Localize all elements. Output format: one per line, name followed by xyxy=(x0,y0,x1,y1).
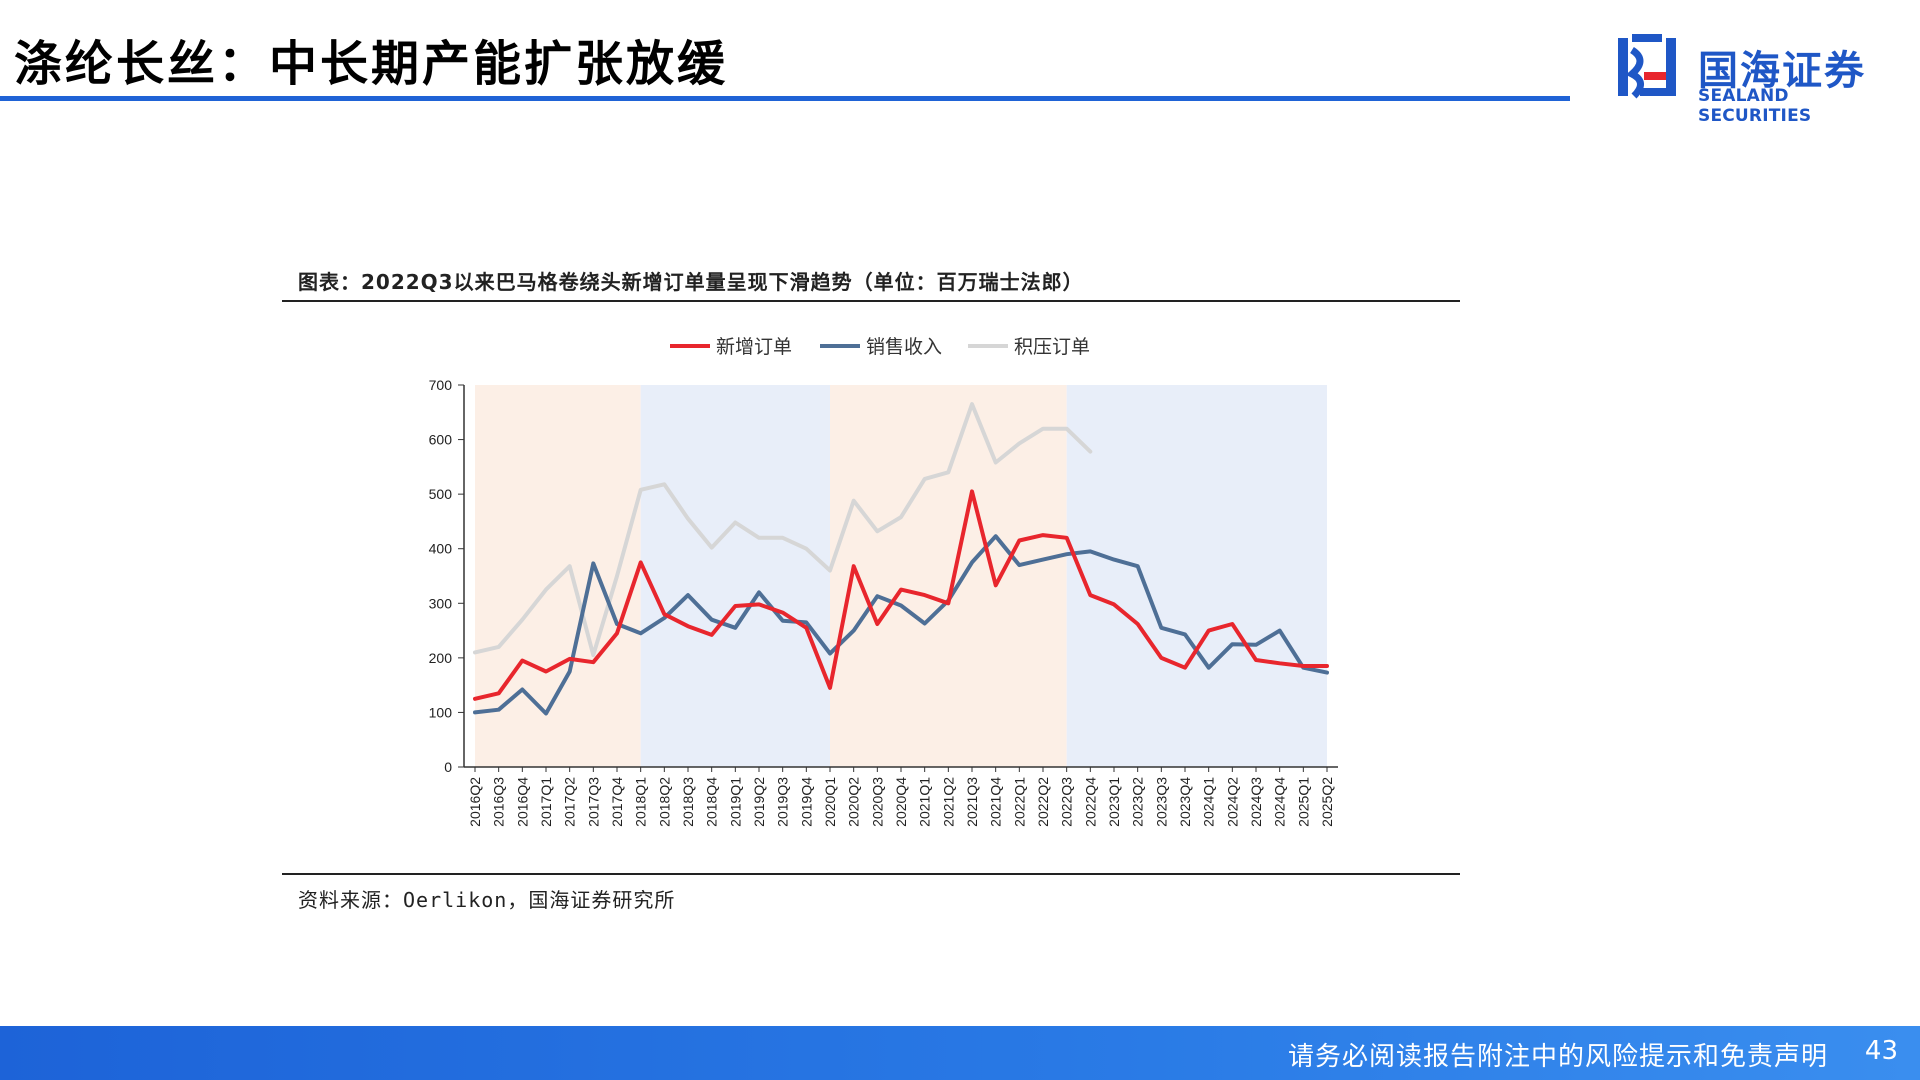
x-tick-label: 2017Q4 xyxy=(609,777,625,827)
x-tick-label: 2022Q4 xyxy=(1082,777,1098,827)
x-tick-label: 2017Q2 xyxy=(562,777,578,827)
x-tick-label: 2020Q4 xyxy=(893,777,909,827)
legend-label: 新增订单 xyxy=(716,336,792,358)
logo-name-en: SEALAND SECURITIES xyxy=(1698,86,1812,126)
x-tick-label: 2024Q4 xyxy=(1272,777,1288,827)
company-logo: 国海证券 SEALAND SECURITIES xyxy=(1612,34,1882,126)
x-tick-label: 2023Q1 xyxy=(1106,777,1122,827)
page-title: 涤纶长丝：中长期产能扩张放缓 xyxy=(14,36,729,92)
series-line-0 xyxy=(473,489,1329,701)
x-tick-label: 2021Q2 xyxy=(940,777,956,827)
x-tick-label: 2024Q2 xyxy=(1224,777,1240,827)
tick-labels: 0 100 200 300 400 500 600 700 2016Q2 2016Q3 2016Q4… xyxy=(429,377,1335,827)
series-lines xyxy=(473,402,1329,716)
x-tick-label: 2017Q1 xyxy=(538,777,554,827)
x-tick-label: 2020Q3 xyxy=(869,777,885,827)
y-tick-label: 200 xyxy=(429,650,453,666)
x-tick-label: 2025Q1 xyxy=(1295,777,1311,827)
x-tick-label: 2019Q4 xyxy=(798,777,814,827)
x-tick-label: 2018Q1 xyxy=(633,777,649,827)
x-tick-label: 2019Q3 xyxy=(775,777,791,827)
page-number: 43 xyxy=(1864,1036,1898,1066)
x-tick-label: 2022Q1 xyxy=(1011,777,1027,827)
x-tick-label: 2021Q1 xyxy=(917,777,933,827)
x-tick-label: 2024Q1 xyxy=(1201,777,1217,827)
y-tick-label: 400 xyxy=(429,541,453,557)
x-tick-label: 2025Q2 xyxy=(1319,777,1335,827)
sealand-logo-icon xyxy=(1618,34,1676,99)
x-tick-label: 2016Q3 xyxy=(491,777,507,827)
x-tick-label: 2023Q4 xyxy=(1177,777,1193,827)
figure-caption: 图表：2022Q3以来巴马格卷绕头新增订单量呈现下滑趋势（单位：百万瑞士法郎） xyxy=(298,270,1084,294)
x-tick-label: 2017Q3 xyxy=(585,777,601,827)
chart-legend: 新增订单 销售收入 积压订单 xyxy=(670,336,1090,358)
x-tick-label: 2024Q3 xyxy=(1248,777,1264,827)
shaded-bands xyxy=(475,385,1327,767)
x-tick-label: 2019Q2 xyxy=(751,777,767,827)
source-rule xyxy=(282,873,1460,875)
logo-name-cn: 国海证券 xyxy=(1698,48,1866,94)
x-tick-label: 2020Q1 xyxy=(822,777,838,827)
shaded-band xyxy=(1066,385,1327,767)
x-tick-label: 2021Q3 xyxy=(964,777,980,827)
x-tick-label: 2018Q2 xyxy=(656,777,672,827)
x-tick-label: 2022Q3 xyxy=(1059,777,1075,827)
x-tick-label: 2020Q2 xyxy=(846,777,862,827)
x-tick-label: 2018Q4 xyxy=(704,777,720,827)
legend-label: 积压订单 xyxy=(1014,336,1090,358)
y-tick-label: 700 xyxy=(429,377,453,393)
y-tick-label: 300 xyxy=(429,595,453,611)
x-tick-label: 2021Q4 xyxy=(988,777,1004,827)
y-tick-label: 100 xyxy=(429,704,453,720)
y-tick-label: 0 xyxy=(444,759,452,775)
y-tick-label: 600 xyxy=(429,432,453,448)
x-tick-label: 2016Q2 xyxy=(467,777,483,827)
legend-label: 销售收入 xyxy=(866,336,942,358)
x-tick-label: 2022Q2 xyxy=(1035,777,1051,827)
x-tick-label: 2018Q3 xyxy=(680,777,696,827)
series-line-1 xyxy=(473,534,1329,716)
series-line-2 xyxy=(473,402,1093,658)
x-tick-label: 2023Q3 xyxy=(1153,777,1169,827)
y-tick-label: 500 xyxy=(429,486,453,502)
caption-rule xyxy=(282,300,1460,302)
axes xyxy=(458,384,1338,772)
footer-bar: 请务必阅读报告附注中的风险提示和免责声明 43 xyxy=(0,1026,1920,1080)
x-tick-label: 2019Q1 xyxy=(727,777,743,827)
title-underline xyxy=(0,96,1570,101)
shaded-band xyxy=(830,385,1067,767)
x-tick-label: 2023Q2 xyxy=(1130,777,1146,827)
source-note: 资料来源：Oerlikon，国海证券研究所 xyxy=(298,888,676,912)
footer-disclaimer: 请务必阅读报告附注中的风险提示和免责声明 xyxy=(1287,1042,1828,1072)
shaded-band xyxy=(640,385,830,767)
x-tick-label: 2016Q4 xyxy=(514,777,530,827)
